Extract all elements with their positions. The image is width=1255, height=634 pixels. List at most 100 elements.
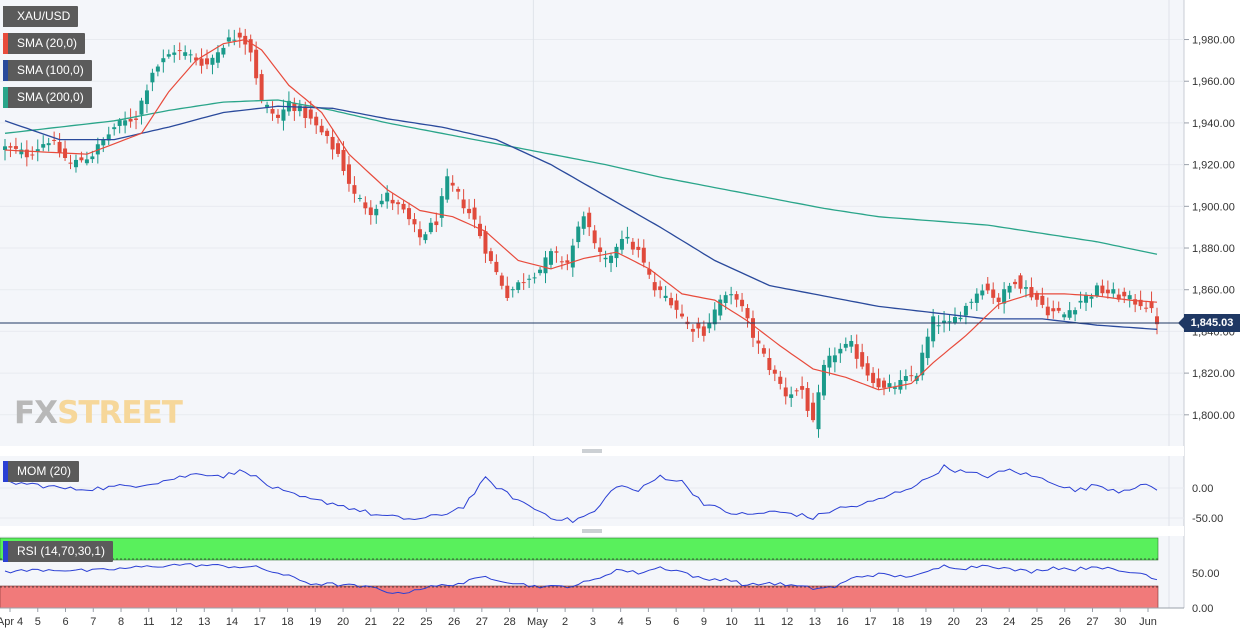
candle-body xyxy=(794,390,799,392)
candle xyxy=(1007,282,1012,299)
candle-body xyxy=(581,216,586,229)
candle-body xyxy=(1023,287,1028,289)
candle-body xyxy=(750,318,755,338)
candle-body xyxy=(73,159,78,168)
candle-body xyxy=(79,157,84,161)
candle xyxy=(1056,301,1061,314)
candle-body xyxy=(52,139,57,141)
candle xyxy=(374,204,379,224)
candle-body xyxy=(778,376,783,384)
x-tick-label: 18 xyxy=(892,616,904,628)
candle-body xyxy=(876,378,881,388)
candle-body xyxy=(226,37,231,42)
candle-body xyxy=(346,164,351,184)
candle-body xyxy=(958,317,963,320)
candle xyxy=(767,348,772,376)
candle-body xyxy=(548,251,553,265)
candle xyxy=(641,239,646,268)
candle xyxy=(778,371,783,390)
price-y-tick-label: 1,860.00 xyxy=(1192,285,1235,297)
candle xyxy=(603,250,608,268)
candle xyxy=(232,29,237,46)
candle xyxy=(832,347,837,373)
sma200-legend[interactable]: SMA (200,0) xyxy=(3,87,92,108)
candle-body xyxy=(1111,289,1116,294)
candle-body xyxy=(952,316,957,323)
candle-body xyxy=(472,207,477,220)
candle-body xyxy=(221,47,226,55)
candle-body xyxy=(106,134,111,141)
candle xyxy=(669,292,674,309)
panel-handle-2[interactable] xyxy=(0,526,1184,536)
panel-handle-1[interactable] xyxy=(0,446,1184,456)
x-tick-label: 25 xyxy=(420,616,432,628)
candle xyxy=(811,392,816,423)
candle xyxy=(658,280,663,299)
candle-body xyxy=(330,136,335,150)
candle-body xyxy=(849,340,854,347)
candle-body xyxy=(477,223,482,237)
candle-body xyxy=(619,238,624,250)
mom-legend[interactable]: MOM (20) xyxy=(3,461,79,482)
x-tick-label: 11 xyxy=(143,616,154,628)
sma20-line xyxy=(4,38,1158,391)
candle-body xyxy=(325,130,330,137)
candle-body xyxy=(947,321,952,323)
candle-body xyxy=(641,247,646,263)
instrument-legend[interactable]: XAU/USD xyxy=(3,6,79,27)
candle-body xyxy=(554,251,559,253)
candle xyxy=(488,247,493,264)
candle xyxy=(712,302,717,331)
candle xyxy=(325,128,330,144)
candle xyxy=(882,377,887,396)
candle-body xyxy=(925,336,930,359)
x-tick-label: 11 xyxy=(754,616,765,628)
candle xyxy=(1018,273,1023,294)
candle-body xyxy=(974,293,979,303)
x-tick-label: 2 xyxy=(562,616,568,628)
rsi-legend[interactable]: RSI (14,70,30,1) xyxy=(3,541,114,562)
candle xyxy=(396,199,401,215)
x-tick-label: 17 xyxy=(864,616,876,628)
candle-body xyxy=(401,203,406,210)
candle-body xyxy=(363,202,368,209)
candle-body xyxy=(843,343,848,348)
candle-body xyxy=(396,202,401,205)
candle-body xyxy=(647,268,652,275)
candle xyxy=(456,186,461,200)
candle xyxy=(106,126,111,146)
candle-body xyxy=(800,386,805,390)
candle-body xyxy=(920,352,925,376)
candle-body xyxy=(854,344,859,359)
sma20-legend[interactable]: SMA (20,0) xyxy=(3,33,86,54)
price-y-tick-label: 1,800.00 xyxy=(1192,410,1235,422)
x-tick-label: 10 xyxy=(726,616,738,628)
x-tick-label: 9 xyxy=(701,616,707,628)
candle xyxy=(172,45,177,63)
candle xyxy=(46,137,51,152)
candle xyxy=(1002,282,1007,314)
candle xyxy=(871,367,876,389)
candle-body xyxy=(499,275,504,286)
x-tick-label: 18 xyxy=(281,616,293,628)
candle-body xyxy=(281,109,286,121)
rsi-oversold-zone xyxy=(0,585,1159,609)
candle xyxy=(379,193,384,208)
candle-body xyxy=(95,144,100,155)
sma100-legend[interactable]: SMA (100,0) xyxy=(3,60,92,81)
candle-body xyxy=(565,260,570,263)
candle-body xyxy=(761,348,766,354)
candle-body xyxy=(1138,299,1143,307)
candle-body xyxy=(483,231,488,254)
candle-body xyxy=(609,255,614,263)
candle xyxy=(925,328,930,366)
candle-body xyxy=(1062,314,1067,318)
candle-body xyxy=(1051,308,1056,312)
candle-body xyxy=(417,229,422,238)
candle xyxy=(745,304,750,328)
candle-body xyxy=(1073,310,1078,315)
candle xyxy=(472,198,477,229)
candle xyxy=(931,308,936,348)
candle-body xyxy=(1116,294,1121,300)
candle xyxy=(838,343,843,363)
